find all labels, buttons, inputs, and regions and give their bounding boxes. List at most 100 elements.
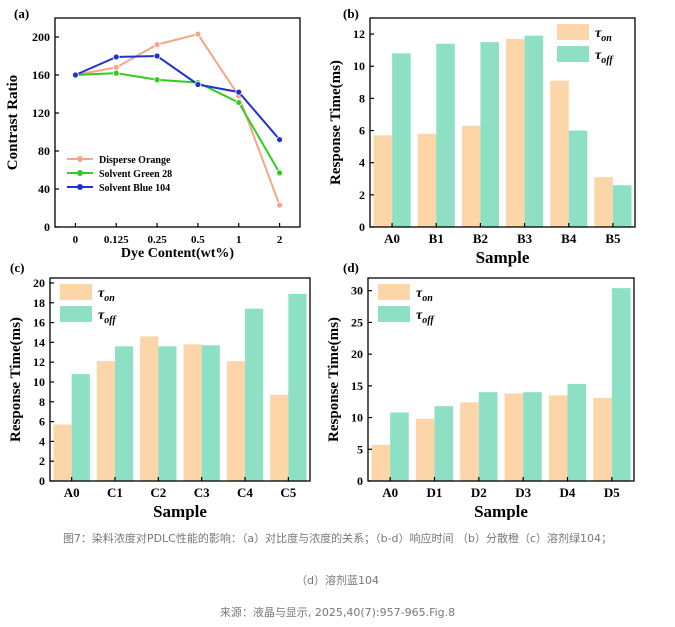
legend-label-on: τon	[595, 26, 612, 44]
y-tick-label: 120	[32, 106, 50, 120]
bar-off-C3	[201, 345, 220, 481]
point-disperse-orange-0.125	[112, 64, 120, 71]
y-tick-label: 20	[351, 347, 363, 361]
plot-frame	[369, 17, 636, 228]
panel-label: (a)	[14, 6, 29, 21]
x-tick-label: C4	[237, 485, 253, 500]
panel-label: (d)	[343, 260, 359, 275]
y-tick-label: 0	[357, 474, 363, 488]
legend-label-off: τoff	[595, 48, 614, 66]
bar-off-B3	[524, 35, 544, 227]
point-disperse-orange-0.25	[153, 41, 161, 48]
y-axis-title: Contrast Ratio	[5, 75, 21, 170]
x-tick-label: C1	[107, 485, 123, 500]
bar-on-D5	[593, 397, 612, 481]
y-axis-title: Response Time(ms)	[328, 60, 344, 185]
bar-on-B2	[461, 125, 481, 227]
x-tick-label: C3	[194, 485, 210, 500]
x-axis-title: Dye Content(wt%)	[121, 246, 234, 261]
x-tick-label: D4	[560, 485, 576, 500]
bar-on-B5	[594, 177, 613, 227]
x-axis-title: Sample	[153, 502, 207, 520]
y-tick-label: 15	[351, 379, 363, 393]
legend-label-on: τon	[416, 286, 433, 304]
x-tick-label: C5	[280, 485, 296, 500]
legend-label-on: τon	[98, 286, 115, 304]
y-tick-label: 20	[33, 276, 45, 290]
legend-label: Disperse Orange	[99, 155, 171, 166]
bar-on-A0	[53, 424, 72, 481]
bar-on-B3	[506, 38, 525, 228]
x-tick-label: A0	[382, 485, 398, 500]
bar-on-C3	[183, 344, 202, 481]
y-tick-label: 0	[359, 220, 365, 234]
point-solvent-blue-104-1	[235, 88, 243, 96]
y-tick-label: 200	[32, 30, 50, 44]
x-tick-label: B4	[561, 231, 577, 246]
bar-on-D4	[548, 395, 568, 481]
x-tick-label: D3	[515, 485, 531, 500]
legend-swatch-on	[557, 24, 589, 40]
panel-label: (c)	[10, 260, 24, 275]
legend-marker	[77, 156, 83, 162]
bar-on-B1	[417, 133, 437, 227]
x-tick-label: 0	[73, 234, 79, 246]
x-tick-label: 0.5	[191, 234, 205, 246]
bar-off-D3	[523, 392, 542, 481]
point-solvent-green-28-0.125	[112, 69, 120, 77]
legend-swatch-off	[60, 306, 92, 322]
y-tick-label: 160	[32, 68, 50, 82]
bar-on-D2	[460, 402, 479, 481]
legend-swatch-on	[378, 284, 410, 300]
x-tick-label: D2	[471, 485, 487, 500]
bar-off-C2	[158, 346, 177, 481]
legend-label: Solvent Blue 104	[99, 183, 170, 194]
figure-caption-continued: （d）溶剂蓝104	[296, 574, 379, 587]
x-tick-label: B3	[517, 231, 533, 246]
bar-off-D4	[567, 383, 587, 481]
panel-label: (b)	[343, 6, 359, 21]
x-tick-label: 0.25	[147, 234, 167, 246]
point-solvent-blue-104-0.25	[153, 52, 161, 60]
figure-source: 来源：液晶与显示, 2025,40(7):957-965.Fig.8	[219, 606, 456, 619]
y-tick-label: 6	[359, 124, 365, 138]
x-tick-label: C2	[150, 485, 166, 500]
bar-off-C4	[245, 308, 264, 481]
y-tick-label: 8	[39, 395, 45, 409]
y-tick-label: 80	[38, 144, 50, 158]
bar-off-D2	[478, 392, 498, 481]
bar-off-A0	[71, 374, 90, 481]
y-tick-label: 18	[33, 296, 45, 310]
x-tick-label: B2	[473, 231, 488, 246]
y-tick-label: 30	[351, 284, 363, 298]
point-disperse-orange-2	[276, 201, 283, 209]
bar-on-B4	[550, 80, 569, 227]
bar-off-C1	[115, 346, 134, 481]
y-tick-label: 14	[33, 335, 45, 349]
point-solvent-blue-104-0	[72, 71, 79, 79]
y-tick-label: 10	[353, 59, 365, 73]
plot-frame	[54, 17, 301, 228]
bar-on-C1	[96, 361, 115, 481]
x-tick-label: A0	[384, 231, 400, 246]
line-series-solvent-green-28	[75, 72, 281, 174]
bar-off-A0	[392, 53, 411, 227]
line-series-solvent-blue-104	[75, 54, 281, 141]
chart-panel-3: (c) 0 2 4 6 8 10 12 14 16 18 20 A0 C1 C2 C3 C4 C5 Sample Re…	[8, 260, 311, 520]
bar-off-B2	[480, 42, 499, 227]
point-solvent-blue-104-0.125	[112, 53, 120, 61]
bar-on-A0	[373, 135, 393, 227]
x-tick-label: D1	[427, 485, 443, 500]
legend-label-off: τoff	[98, 308, 117, 326]
bar-off-B1	[436, 43, 455, 227]
legend-label-off: τoff	[416, 308, 435, 326]
bar-on-C4	[226, 361, 245, 481]
x-tick-label: 1	[236, 234, 242, 246]
y-tick-label: 4	[39, 434, 45, 448]
y-tick-label: 8	[359, 91, 365, 105]
point-solvent-green-28-1	[235, 99, 243, 106]
x-axis-title: Sample	[474, 502, 528, 520]
chart-panel-4: (d) 0 5 10 15 20 25 30 A0 D1 D2 D3 D4 D5 Sample Respons…	[326, 260, 635, 520]
bar-on-C5	[270, 394, 289, 481]
